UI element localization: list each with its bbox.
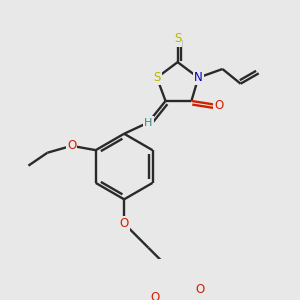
Text: H: H bbox=[144, 118, 152, 128]
Text: O: O bbox=[195, 283, 205, 296]
Text: S: S bbox=[174, 32, 181, 45]
Text: S: S bbox=[153, 71, 161, 84]
Text: N: N bbox=[194, 71, 203, 84]
Text: O: O bbox=[119, 217, 129, 230]
Text: O: O bbox=[214, 99, 224, 112]
Text: O: O bbox=[67, 139, 76, 152]
Text: O: O bbox=[151, 291, 160, 300]
